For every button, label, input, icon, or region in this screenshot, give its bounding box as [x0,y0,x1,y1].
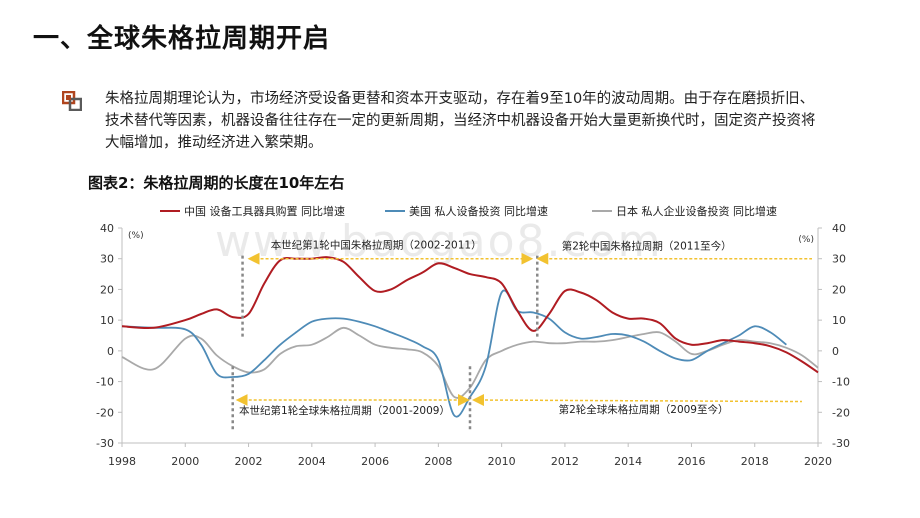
y-tick-label-right: 30 [832,253,846,266]
y-unit-left: (%) [128,231,144,241]
page-title: 一、全球朱格拉周期开启 [33,24,331,54]
legend-swatch-japan [592,210,612,212]
y-tick-label-right: -10 [832,376,850,389]
x-tick-label: 2012 [551,455,579,468]
x-tick-label: 2006 [361,455,389,468]
legend-item-us: 美国 私人设备投资 同比增速 [385,203,548,219]
x-tick-label: 2018 [741,455,769,468]
y-tick-label: -20 [96,406,114,419]
legend-item-china: 中国 设备工具器具购置 同比增速 [160,203,345,219]
y-tick-label: 40 [100,222,114,235]
x-tick-label: 2016 [677,455,705,468]
y-tick-label-right: -20 [832,406,850,419]
series-line-china [121,256,819,374]
y-tick-label-right: 40 [832,222,846,235]
legend-label-japan: 日本 私人企业设备投资 同比增速 [616,205,777,218]
intro-paragraph: 朱格拉周期理论认为，市场经济受设备更替和资本开支驱动，存在着9至10年的波动周期… [105,91,816,151]
y-tick-label: 10 [100,314,114,327]
annotation-global-cycle-1: 本世纪第1轮全球朱格拉周期（2001-2009） [239,404,450,417]
annotation-global-cycle-2: 第2轮全球朱格拉周期（2009至今） [559,403,729,416]
y-tick-label-right: 20 [832,283,846,296]
y-tick-label-right: -30 [832,437,850,450]
y-tick-label-right: 0 [832,345,839,358]
global-cycle-2-arrow [472,394,803,407]
annotation-china-cycle-1: 本世纪第1轮中国朱格拉周期（2002-2011） [271,239,482,252]
legend-label-us: 美国 私人设备投资 同比增速 [409,205,548,218]
y-tick-label: 0 [107,345,114,358]
legend-swatch-china [160,210,180,212]
x-tick-label: 2002 [235,455,263,468]
x-tick-label: 2010 [488,455,516,468]
y-tick-label: -10 [96,376,114,389]
chart-title: 图表2：朱格拉周期的长度在10年左右 [88,174,345,192]
x-tick-label: 2008 [424,455,452,468]
legend-swatch-us [385,210,405,212]
x-tick-label: 2000 [171,455,199,468]
y-tick-label: -30 [96,437,114,450]
legend-item-japan: 日本 私人企业设备投资 同比增速 [592,203,777,219]
x-tick-label: 2014 [614,455,642,468]
legend-label-china: 中国 设备工具器具购置 同比增速 [184,205,345,218]
square-bullet-icon [62,91,82,111]
series-line-japan [121,326,819,399]
x-tick-label: 2004 [298,455,326,468]
y-tick-label: 20 [100,283,114,296]
annotation-china-cycle-2: 第2轮中国朱格拉周期（2011至今） [562,240,732,253]
y-tick-label: 30 [100,253,114,266]
x-tick-label: 1998 [108,455,136,468]
y-tick-label-right: 10 [832,314,846,327]
y-unit-right: (%) [798,235,814,245]
x-tick-label: 2020 [804,455,832,468]
